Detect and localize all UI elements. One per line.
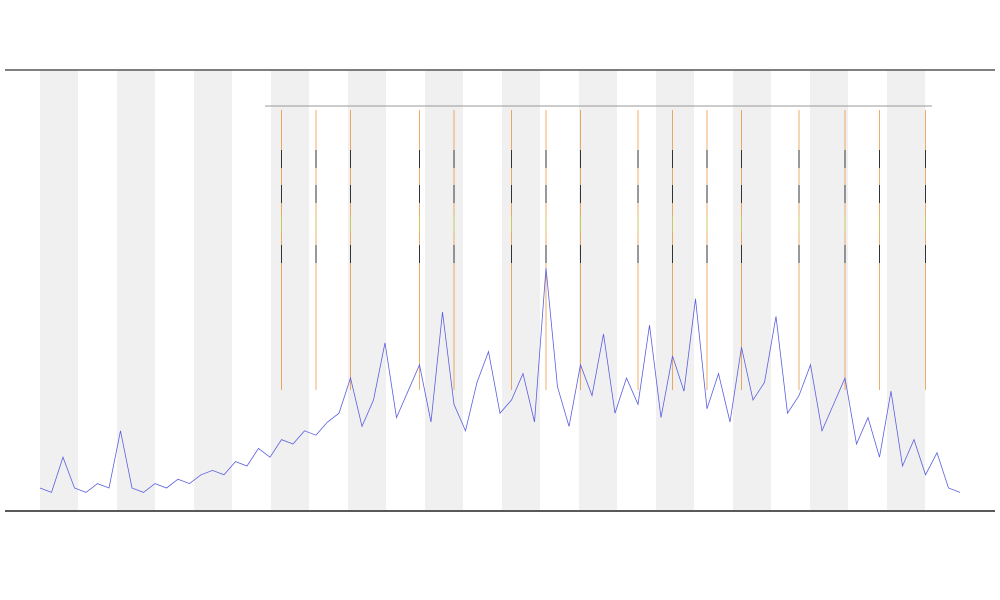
band — [810, 70, 848, 510]
band — [271, 70, 309, 510]
band — [887, 70, 925, 510]
band — [733, 70, 771, 510]
band — [117, 70, 155, 510]
band — [194, 70, 232, 510]
background-bands — [40, 70, 925, 510]
band — [502, 70, 540, 510]
band — [40, 70, 78, 510]
band — [656, 70, 694, 510]
band — [348, 70, 386, 510]
band — [425, 70, 463, 510]
series-line — [39, 267, 961, 493]
band — [579, 70, 617, 510]
